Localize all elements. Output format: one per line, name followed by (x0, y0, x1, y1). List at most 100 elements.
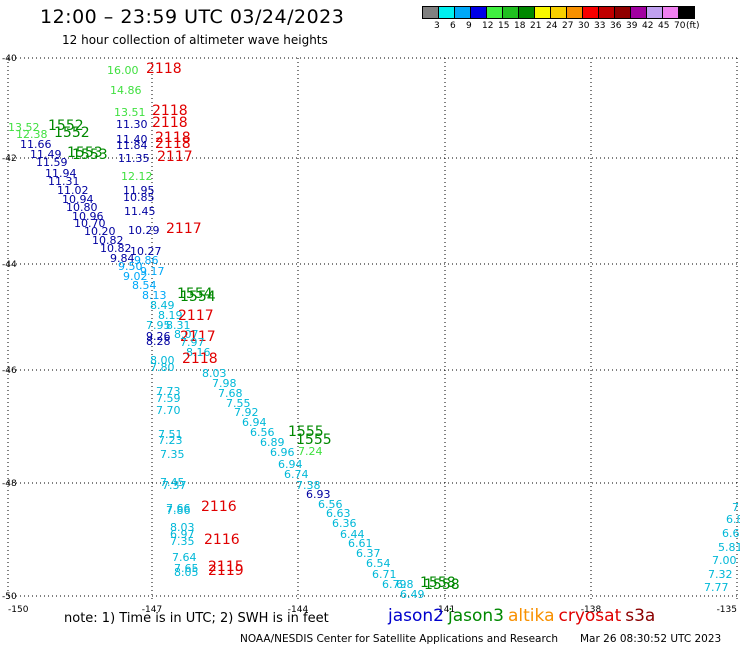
satellite-jason2: jason2 (388, 606, 444, 626)
wave-height-label: 7.00 (712, 554, 737, 567)
wave-height-label: 11.84 (116, 139, 148, 152)
wave-height-label: 7.38 (296, 479, 321, 492)
latitude-label: -46 (2, 366, 17, 376)
satellite-legend: jason2 jason3 altika cryosat s3a (388, 606, 659, 626)
footer-note: note: 1) Time is in UTC; 2) SWH is in fe… (64, 611, 329, 626)
satellite-s3a: s3a (625, 606, 656, 626)
wave-height-label: 10.70 (74, 217, 106, 230)
longitude-label: -147 (142, 605, 162, 615)
wave-height-label: 11.02 (57, 184, 89, 197)
wave-height-label: 11.94 (45, 167, 77, 180)
wave-height-label: 6.61 (348, 537, 373, 550)
wave-height-label: 6.94 (242, 416, 267, 429)
legend-tick-label: 12 (482, 21, 494, 31)
wave-height-label: 10.82 (92, 234, 124, 247)
wave-height-label: 10.85 (123, 191, 155, 204)
wave-height-label: 7.24 (298, 445, 323, 458)
page-title: 12:00 – 23:59 UTC 03/24/2023 (40, 6, 345, 28)
wave-height-label: 10.82 (100, 242, 132, 255)
wave-height-label: 7.66 (166, 502, 191, 515)
wave-height-label: 7.68 (218, 387, 243, 400)
orbit-time-label: 2118 (152, 103, 188, 119)
legend-tick-label: 45 (658, 21, 670, 31)
wave-height-label: 16.00 (107, 64, 139, 77)
wave-height-label: 7.98 (212, 377, 237, 390)
orbit-time-label: 2116 (204, 532, 240, 548)
color-legend (422, 6, 695, 19)
latitude-label: -44 (2, 260, 17, 270)
wave-height-label: 7.37 (162, 479, 187, 492)
wave-height-label: 7.59 (156, 392, 181, 405)
wave-height-label: 9.02 (123, 270, 148, 283)
latitude-label: -42 (2, 154, 17, 164)
wave-height-label: 11.49 (30, 148, 62, 161)
wave-height-label: 6.36 (332, 517, 357, 530)
orbit-time-label: 1558 (420, 575, 456, 591)
wave-height-label: 8.07 (174, 328, 199, 341)
wave-height-label: 6.56 (250, 426, 275, 439)
wave-height-label: 11.59 (36, 156, 68, 169)
wave-height-label: 11.66 (20, 138, 52, 151)
legend-tick-label: 30 (578, 21, 590, 31)
wave-height-label: 6.96 (270, 446, 295, 459)
wave-height-label: 8.49 (150, 299, 175, 312)
wave-height-label: 8.31 (166, 319, 191, 332)
legend-tick-label: 39 (626, 21, 638, 31)
legend-tick-label: 33 (594, 21, 606, 31)
wave-height-label: 7.55 (226, 397, 251, 410)
wave-height-label: 11.45 (124, 205, 156, 218)
wave-height-label: 7.97 (180, 336, 205, 349)
orbit-time-label: 2116 (201, 499, 237, 515)
wave-height-label: 6.49 (400, 588, 425, 601)
legend-tick-label: 27 (562, 21, 574, 31)
wave-height-label: 6.71 (372, 568, 397, 581)
wave-height-label: 7.45 (160, 476, 185, 489)
orbit-time-label: 1558 (424, 577, 460, 593)
latitude-label: -50 (2, 592, 17, 602)
satellite-cryosat: cryosat (558, 606, 622, 626)
page-subtitle: 12 hour collection of altimeter wave hei… (62, 33, 328, 47)
wave-height-label: 7.73 (156, 385, 181, 398)
wave-height-label: 6.79 (382, 578, 407, 591)
wave-height-label: 10.80 (66, 201, 98, 214)
wave-height-label: 8.16 (186, 346, 211, 359)
wave-height-label: 7.92 (234, 406, 259, 419)
longitude-label: -135 (717, 605, 737, 615)
orbit-time-label: 2115 (208, 559, 244, 575)
orbit-time-label: 1554 (180, 289, 216, 305)
wave-height-label: 8.54 (132, 279, 157, 292)
orbit-time-label: 1555 (288, 424, 324, 440)
wave-height-label: 13.51 (114, 106, 146, 119)
legend-tick-label: 3 (434, 21, 440, 31)
wave-height-label: 7.64 (172, 551, 197, 564)
wave-height-label: 7.86 (166, 504, 191, 517)
wave-height-label: 8.28 (146, 335, 171, 348)
generated-timestamp: Mar 26 08:30:52 UTC 2023 (580, 633, 722, 645)
wave-height-label: 6.8 (396, 578, 414, 591)
legend-tick-label: 18 (514, 21, 526, 31)
wave-height-label: 7.70 (156, 404, 181, 417)
orbit-time-label: 2118 (155, 130, 191, 146)
orbit-time-label: 2117 (166, 221, 202, 237)
credit-line: NOAA/NESDIS Center for Satellite Applica… (240, 633, 558, 645)
wave-height-label: 11.40 (116, 133, 148, 146)
wave-height-label: 6.63 (326, 507, 351, 520)
wave-height-label: 7.51 (158, 428, 183, 441)
orbit-time-label: 1554 (177, 286, 213, 302)
wave-height-label: 7 (732, 501, 739, 514)
wave-height-label: 6.93 (306, 488, 331, 501)
orbit-time-label: 1553 (72, 147, 108, 163)
wave-height-label: 8.00 (150, 354, 175, 367)
wave-height-label: 9.50 (118, 260, 143, 273)
orbit-time-label: 2117 (157, 149, 193, 165)
orbit-time-label: 2117 (180, 329, 216, 345)
wave-height-label: 7.80 (150, 361, 175, 374)
orbit-time-label: 2118 (155, 136, 191, 152)
orbit-time-label: 1553 (67, 145, 103, 161)
wave-height-label: 8.19 (158, 309, 183, 322)
wave-height-label: 7.77 (704, 581, 729, 594)
wave-height-label: 6.8 (726, 513, 740, 526)
wave-height-label: 6.56 (318, 498, 343, 511)
latitude-label: -40 (2, 54, 17, 64)
